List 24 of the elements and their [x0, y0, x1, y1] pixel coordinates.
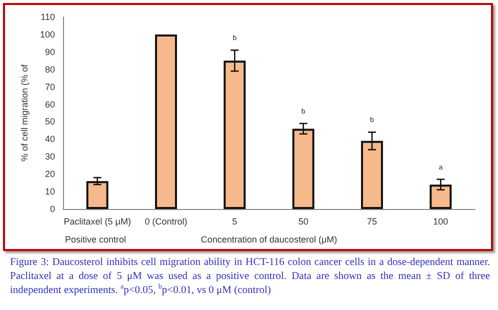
y-tick-label: 50 — [44, 116, 55, 127]
y-tick-label: 0 — [50, 204, 55, 214]
y-tick-label: 20 — [44, 169, 55, 180]
y-tick-label: 80 — [44, 64, 55, 74]
x-axis-title: Concentration of daucosterol (μM) — [200, 234, 338, 244]
x-tick-label: 75 — [366, 216, 378, 226]
y-tick-label: 90 — [44, 46, 55, 57]
caption: Figure 3: Daucosterol inhibits cell migration ability in HCT-116 colon cancer cells in a dose-dependent manner. Paclitaxel at a dose of 5 μM was used as a positive control. Data are shown as the mean ± SD of three independent experiments. $^{a}$p<0.05, $^{b}$p<0.01, vs 0 μM (control) — [10, 256, 490, 298]
y-tick-label: 110 — [40, 12, 55, 22]
y-tick-label: 100 — [40, 29, 55, 40]
y-tick-label: 10 — [44, 186, 55, 197]
y-tick-label: 30 — [44, 152, 55, 162]
y-tick-label: 60 — [44, 99, 55, 110]
y-axis-title: % of cell migration (% of — [20, 64, 30, 162]
y-tick-label: 40 — [44, 134, 55, 144]
x-tick-label: 50 — [298, 216, 308, 226]
y-tick-label: 70 — [44, 82, 55, 92]
x-tick-label: 5 — [232, 216, 238, 226]
bar — [86, 181, 108, 209]
text: Positive control — [65, 234, 126, 244]
x-tick-label: 0 (Control) — [144, 216, 188, 226]
bar — [155, 34, 177, 209]
x-tick-label: Paclitaxel (5 μM) — [64, 216, 131, 226]
x-tick-label: 100 — [433, 216, 448, 226]
